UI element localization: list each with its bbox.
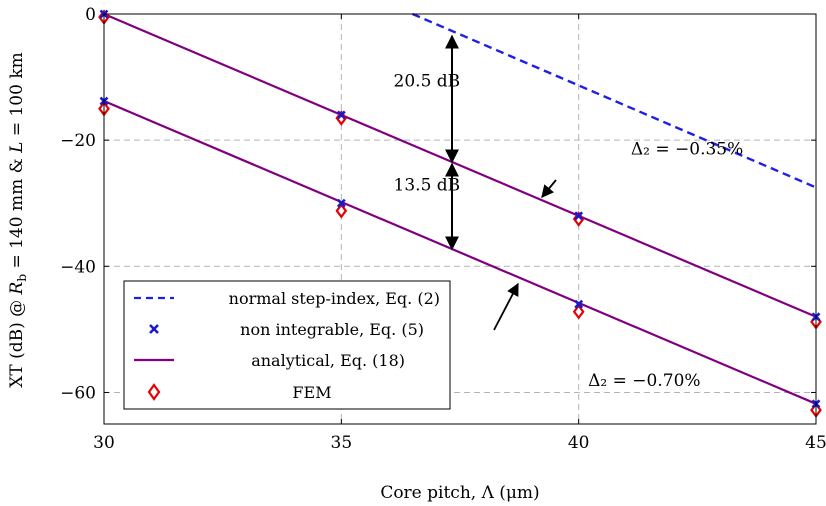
delta-arrow-070 <box>493 282 519 331</box>
non-integrable-point <box>574 211 584 221</box>
fem-point <box>572 211 585 227</box>
y-axis-label: XT (dB) @ Rb = 140 mm & L = 100 km <box>7 52 29 388</box>
legend-label-non-integrable: non integrable, Eq. (5) <box>240 320 424 339</box>
legend-label-fem: FEM <box>292 383 331 402</box>
annotations: 20.5 dB 13.5 dB Δ₂ = −0.35% Δ₂ = −0.70% <box>394 72 744 392</box>
legend-label-step-index: normal step-index, Eq. (2) <box>229 289 440 308</box>
series-analytical-line-2 <box>103 100 817 405</box>
x-tick-label: 40 <box>568 433 590 453</box>
non-integrable-point <box>336 110 346 120</box>
y-tick-label: −60 <box>60 383 96 403</box>
annotation-label-1: 20.5 dB <box>394 72 461 92</box>
series-analytical-line-1 <box>103 12 817 318</box>
legend-label-analytical: analytical, Eq. (18) <box>251 351 405 370</box>
delta-arrow-035 <box>541 179 557 198</box>
legend-box <box>123 280 451 410</box>
fem-point <box>335 202 348 219</box>
annotation-label-2: 13.5 dB <box>394 176 461 196</box>
non-integrable-point <box>336 198 346 208</box>
ticks: 30 35 40 45 0 −20 −40 −60 <box>60 5 826 453</box>
legend-swatch-fem <box>147 383 161 401</box>
fem-point <box>335 110 348 126</box>
non-integrable-point <box>574 299 584 309</box>
y-tick-label: −20 <box>60 131 96 151</box>
annotation-label-4: Δ₂ = −0.70% <box>588 371 700 391</box>
legend-swatch-non-integrable <box>149 324 159 334</box>
x-axis-label: Core pitch, Λ (μm) <box>380 483 539 503</box>
y-tick-label: −40 <box>60 257 96 277</box>
y-tick-label: 0 <box>85 5 96 25</box>
x-tick-label: 30 <box>93 433 115 453</box>
x-tick-label: 35 <box>331 433 353 453</box>
legend: normal step-index, Eq. (2) non integrabl… <box>123 280 451 410</box>
plot-frame <box>103 13 817 425</box>
x-tick-label: 45 <box>805 433 826 453</box>
fem-point <box>572 303 585 320</box>
annotation-label-3: Δ₂ = −0.35% <box>631 140 743 160</box>
series-step-index-line <box>412 12 817 189</box>
